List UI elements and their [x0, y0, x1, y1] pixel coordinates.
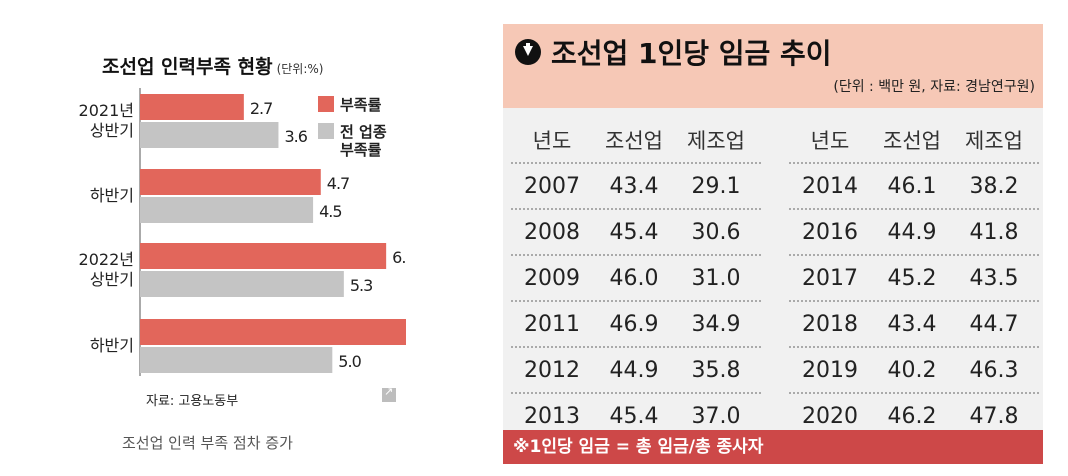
table-cell: 41.8 — [969, 219, 1019, 245]
category-label: 2021년 — [79, 101, 134, 120]
data-label: 5.0 — [338, 352, 361, 371]
legend-swatch — [318, 123, 334, 139]
category-label: 2022년 — [79, 250, 134, 269]
bar — [140, 169, 321, 195]
table-cell: 45.4 — [609, 403, 659, 429]
table-cell: 34.9 — [691, 311, 741, 337]
table-header-cell: 조선업 — [605, 129, 663, 153]
table-row: 2019 40.2 46.3 — [789, 346, 1039, 392]
table-title: 조선업 1인당 임금 추이 — [515, 32, 832, 72]
data-label: 6.4 — [392, 248, 406, 267]
table-cell: 2020 — [802, 403, 858, 429]
chart-unit: (단위:%) — [276, 62, 324, 76]
table-cell: 45.4 — [609, 219, 659, 245]
table-cell: 43.5 — [969, 265, 1019, 291]
table-header-cell: 년도 — [810, 129, 850, 153]
table-header-cell: 제조업 — [687, 129, 745, 153]
data-label: 5.3 — [350, 276, 372, 295]
table-source: (단위 : 백만 원, 자료: 경남연구원) — [833, 79, 1035, 95]
table-row: 2020 46.2 47.8 — [789, 392, 1039, 438]
chart-source: 자료: 고용노동부 — [146, 394, 239, 409]
table-cell: 44.7 — [969, 311, 1019, 337]
table-cell: 2012 — [524, 357, 580, 383]
table-header-cell: 조선업 — [883, 129, 941, 153]
chart-title: 조선업 인력부족 현황 (단위:%) — [102, 56, 324, 78]
chart-caption: 조선업 인력 부족 점차 증가 — [122, 434, 293, 452]
bar — [140, 347, 333, 373]
table-row: 2013 45.4 37.0 — [511, 392, 761, 438]
table-row: 2018 43.4 44.7 — [789, 300, 1039, 346]
table-cell: 2011 — [524, 311, 580, 337]
data-label: 4.5 — [319, 202, 341, 221]
table-cell: 37.0 — [691, 403, 741, 429]
table-cell: 2018 — [802, 311, 858, 337]
bar-chart-panel: 조선업 인력부족 현황 (단위:%) 2021년 상반기 2.7 3.6 하반기 4.7 4.… — [62, 38, 406, 418]
table-cell: 30.6 — [691, 219, 741, 245]
wage-table: 년도 조선업 제조업 2007 43.4 29.1 2008 45.4 30.6 2009 46.0… — [503, 108, 1043, 430]
table-column-group-right: 년도 조선업 제조업 2014 46.1 38.2 2016 44.9 41.8 2017 45.2… — [789, 118, 1039, 438]
table-cell: 44.9 — [887, 219, 937, 245]
table-title-text: 조선업 1인당 임금 추이 — [551, 37, 832, 70]
legend-label: 부족률 — [340, 141, 382, 159]
table-cell: 2007 — [524, 173, 580, 199]
table-header-cell: 년도 — [532, 129, 572, 153]
table-cell: 38.2 — [969, 173, 1019, 199]
table-header: 조선업 1인당 임금 추이 (단위 : 백만 원, 자료: 경남연구원) — [503, 24, 1043, 108]
table-column-group-left: 년도 조선업 제조업 2007 43.4 29.1 2008 45.4 30.6 2009 46.0… — [511, 118, 761, 438]
bar — [140, 319, 406, 345]
table-cell: 2008 — [524, 219, 580, 245]
bar — [140, 243, 387, 269]
bar — [140, 271, 344, 297]
category-label: 하반기 — [90, 186, 134, 205]
table-cell: 46.1 — [887, 173, 937, 199]
table-cell: 2017 — [802, 265, 858, 291]
bar — [140, 122, 279, 148]
table-cell: 43.4 — [609, 173, 659, 199]
table-row: 2008 45.4 30.6 — [511, 208, 761, 254]
table-row: 2007 43.4 29.1 — [511, 162, 761, 208]
legend-label: 전 업종 — [340, 123, 387, 141]
table-cell: 29.1 — [691, 173, 741, 199]
table-row: 2016 44.9 41.8 — [789, 208, 1039, 254]
table-cell: 2014 — [802, 173, 858, 199]
table-footnote: ※1인당 임금 = 총 임금/총 종사자 — [503, 430, 1043, 464]
table-cell: 46.2 — [887, 403, 937, 429]
table-cell: 47.8 — [969, 403, 1019, 429]
table-row: 2014 46.1 38.2 — [789, 162, 1039, 208]
table-cell: 46.0 — [609, 265, 659, 291]
expand-icon[interactable] — [382, 385, 396, 402]
table-cell: 31.0 — [691, 265, 741, 291]
table-cell: 2013 — [524, 403, 580, 429]
table-cell: 46.3 — [969, 357, 1019, 383]
bar — [140, 197, 314, 223]
table-cell: 2019 — [802, 357, 858, 383]
table-row: 2011 46.9 34.9 — [511, 300, 761, 346]
table-cell: 45.2 — [887, 265, 937, 291]
wage-table-panel: 조선업 1인당 임금 추이 (단위 : 백만 원, 자료: 경남연구원) 년도 조… — [503, 24, 1043, 464]
legend-label: 부족률 — [340, 96, 382, 114]
data-label: 3.6 — [284, 127, 307, 146]
category-label: 상반기 — [90, 270, 134, 289]
table-row: 2012 44.9 35.8 — [511, 346, 761, 392]
table-header-cell: 제조업 — [965, 129, 1023, 153]
category-label: 하반기 — [90, 336, 134, 355]
bar — [140, 94, 244, 120]
table-header-row: 년도 조선업 제조업 — [511, 118, 761, 162]
table-header-row: 년도 조선업 제조업 — [789, 118, 1039, 162]
table-cell: 35.8 — [691, 357, 741, 383]
legend-swatch — [318, 96, 334, 112]
arrow-down-circle-icon — [515, 39, 541, 65]
table-cell: 40.2 — [887, 357, 937, 383]
table-cell: 2009 — [524, 265, 580, 291]
table-cell: 44.9 — [609, 357, 659, 383]
category-label: 상반기 — [90, 121, 134, 140]
table-cell: 2016 — [802, 219, 858, 245]
data-label: 2.7 — [250, 99, 272, 118]
table-row: 2017 45.2 43.5 — [789, 254, 1039, 300]
table-cell: 43.4 — [887, 311, 937, 337]
table-cell: 46.9 — [609, 311, 659, 337]
data-label: 4.7 — [327, 174, 349, 193]
table-row: 2009 46.0 31.0 — [511, 254, 761, 300]
chart-plot: 2021년상반기2.73.6하반기4.74.52022년상반기6.45.3하반기… — [79, 88, 406, 376]
